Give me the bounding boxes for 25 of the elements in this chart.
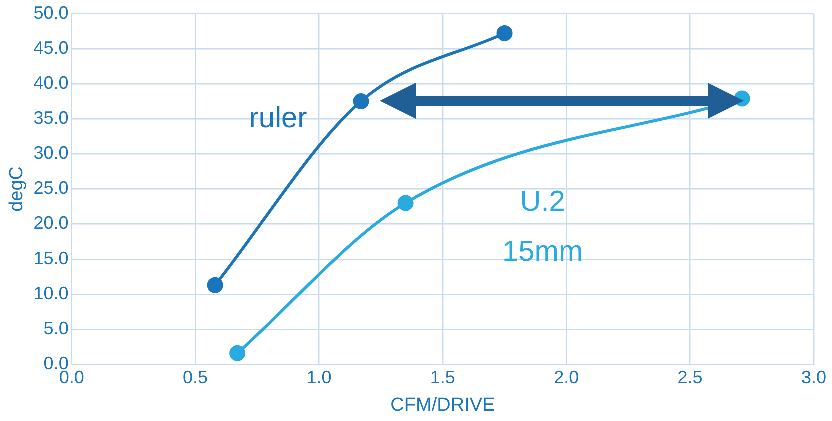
point: [496, 25, 513, 42]
y-tick-label: 5.0: [44, 318, 69, 338]
x-tick-label: 0.5: [183, 367, 208, 388]
x-tick-label: 1.0: [306, 367, 332, 388]
y-tick-label: 40.0: [34, 72, 69, 93]
series-label: ruler: [249, 102, 308, 134]
x-tick-label: 3.0: [801, 367, 827, 388]
y-tick-label: 10.0: [34, 283, 69, 304]
y-axis-title: degC: [6, 166, 28, 212]
series-label: U.2 15mm: [502, 186, 584, 268]
y-tick-label: 15.0: [34, 248, 69, 268]
y-tick-label: 45.0: [34, 38, 69, 58]
y-tick-label: 50.0: [34, 2, 69, 23]
x-axis-title: CFM/DRIVE: [390, 394, 496, 416]
point: [207, 277, 224, 294]
x-tick-label: 2.5: [678, 367, 703, 388]
point: [230, 345, 246, 362]
y-tick-label: 20.0: [34, 213, 69, 234]
y-tick-label: 35.0: [34, 108, 69, 128]
x-tick-label: 1.5: [430, 367, 456, 388]
x-tick-label: 2.0: [554, 367, 580, 388]
y-tick-label: 30.0: [34, 143, 69, 164]
point: [353, 94, 370, 110]
y-tick-label: 25.0: [34, 178, 69, 198]
point: [398, 195, 414, 212]
